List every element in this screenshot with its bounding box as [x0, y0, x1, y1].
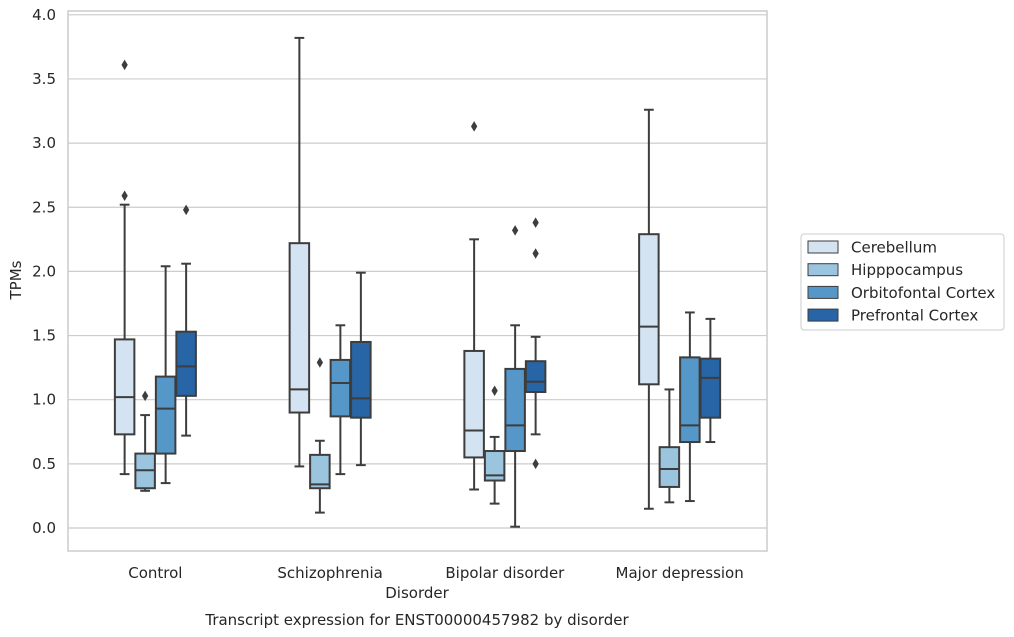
y-tick-label: 1.0: [32, 391, 56, 409]
box-body: [113, 338, 136, 436]
box-0-1: [288, 36, 311, 468]
box-3-3: [699, 317, 722, 444]
box-body: [658, 446, 681, 488]
legend-label: Prefrontal Cortex: [851, 307, 978, 325]
box-0-2: [463, 121, 485, 491]
box-body: [463, 349, 485, 459]
box-body: [329, 358, 352, 418]
box-body: [288, 242, 311, 414]
outlier-point: [121, 190, 128, 201]
y-tick-label: 4.0: [32, 6, 56, 24]
box-2-0: [154, 265, 177, 485]
box-body: [309, 453, 331, 490]
legend-label: Cerebellum: [851, 239, 937, 257]
legend-swatch: [807, 308, 839, 322]
box-body: [524, 360, 547, 394]
y-tick-label: 3.5: [32, 70, 56, 88]
box-1-1: [309, 357, 331, 514]
box-body: [175, 330, 197, 397]
y-tick-label: 1.5: [32, 327, 56, 345]
y-tick-label: 2.5: [32, 198, 56, 216]
outlier-point: [470, 121, 478, 132]
box-series: [113, 36, 722, 528]
x-axis-title: Disorder: [385, 584, 449, 602]
box-body: [679, 356, 701, 444]
legend-swatch: [807, 263, 839, 277]
box-2-3: [679, 311, 701, 503]
legend-frame: [800, 233, 1005, 331]
outlier-point: [491, 385, 498, 396]
y-axis-title: TPMs: [7, 260, 25, 300]
box-2-1: [329, 324, 352, 476]
box-body: [638, 233, 660, 386]
box-3-2: [524, 217, 547, 470]
box-body: [154, 375, 177, 455]
box-1-3: [658, 388, 681, 504]
legend-label: Hipppocampus: [851, 261, 963, 279]
legend-swatch: [807, 240, 839, 254]
axes: 0.0 0.5 1.0 1.5 2.0 2.5 3.0 3.5 4.0 Control Schizo…: [32, 6, 768, 582]
box-0-3: [638, 108, 660, 510]
y-tick-label: 3.0: [32, 134, 56, 152]
box-body: [350, 340, 372, 419]
y-tick-label: 0.5: [32, 455, 56, 473]
box-body: [483, 450, 506, 482]
outlier-point: [182, 204, 190, 216]
x-tick-label: Control: [128, 564, 182, 582]
outlier-point: [121, 59, 128, 71]
x-tick-label: Major depression: [616, 564, 744, 582]
x-tick-label: Bipolar disorder: [445, 564, 565, 582]
box-3-0: [175, 204, 197, 437]
outlier-point: [316, 357, 324, 368]
x-tick-label: Schizophrenia: [277, 564, 382, 582]
legend: Cerebellum Hipppocampus Orbitofontal Corte…: [800, 233, 1005, 331]
outlier-point: [532, 217, 539, 228]
box-3-1: [350, 271, 372, 467]
box-2-2: [504, 225, 526, 528]
y-tick-label: 0.0: [32, 519, 56, 537]
y-tick-label: 2.0: [32, 262, 56, 280]
box-body: [699, 357, 722, 419]
chart-caption: Transcript expression for ENST0000045798…: [204, 611, 629, 629]
box-1-0: [134, 390, 156, 492]
legend-swatch: [807, 285, 839, 299]
box-body: [504, 367, 526, 453]
outlier-point: [511, 225, 519, 236]
box-1-2: [483, 385, 506, 505]
box-0-0: [113, 59, 136, 476]
outlier-point: [532, 248, 539, 259]
legend-label: Orbitofontal Cortex: [851, 284, 995, 302]
plot-frame: [67, 10, 768, 552]
outlier-point: [141, 390, 149, 402]
outlier-point: [532, 458, 539, 470]
